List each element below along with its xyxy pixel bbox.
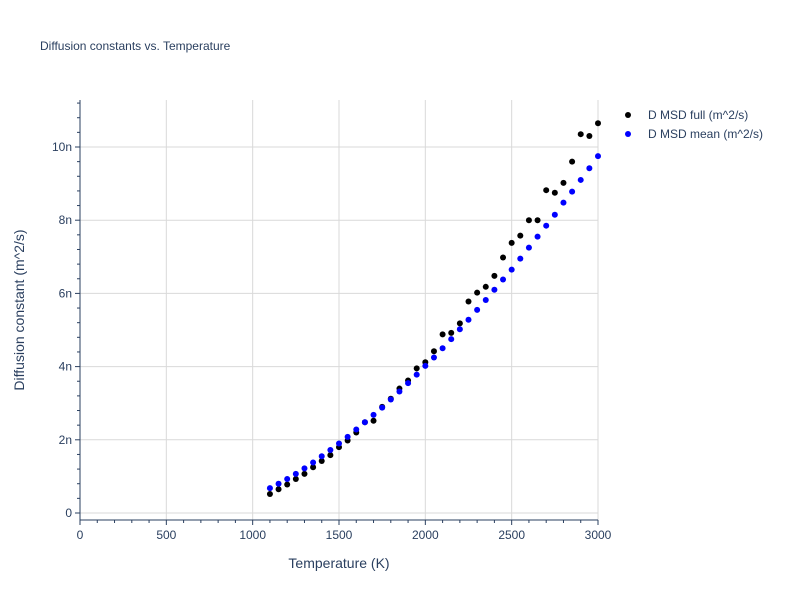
point-d-msd-full <box>525 217 532 224</box>
legend-label[interactable]: D MSD full (m^2/s) <box>648 108 748 122</box>
point-d-msd-full <box>370 417 377 424</box>
point-d-msd-mean <box>396 388 403 395</box>
y-axis-title: Diffusion constant (m^2/s) <box>11 229 27 390</box>
point-d-msd-mean <box>448 336 455 343</box>
x-tick-label: 1500 <box>326 528 353 542</box>
point-d-msd-full <box>534 217 541 224</box>
point-d-msd-mean <box>301 465 308 472</box>
point-d-msd-mean <box>465 316 472 323</box>
legend-label[interactable]: D MSD mean (m^2/s) <box>648 127 763 141</box>
point-d-msd-mean <box>336 440 342 447</box>
point-d-msd-mean <box>474 306 481 313</box>
point-d-msd-full <box>284 481 291 488</box>
point-d-msd-full <box>448 329 455 336</box>
point-d-msd-mean <box>344 433 351 440</box>
point-d-msd-mean <box>387 396 394 403</box>
point-d-msd-full <box>266 490 273 497</box>
y-tick-label: 8n <box>59 213 72 227</box>
point-d-msd-full <box>517 232 524 239</box>
y-tick-label: 4n <box>59 360 72 374</box>
y-tick-label: 2n <box>59 433 72 447</box>
point-d-msd-mean <box>482 296 489 303</box>
x-tick-label: 3000 <box>585 528 612 542</box>
point-d-msd-full <box>275 486 282 493</box>
point-d-msd-mean <box>275 480 282 487</box>
point-d-msd-mean <box>569 188 576 195</box>
point-d-msd-mean <box>284 475 291 482</box>
legend[interactable]: D MSD full (m^2/s) D MSD mean (m^2/s) <box>625 108 763 141</box>
point-d-msd-full <box>327 452 334 459</box>
x-tick-label: 1000 <box>239 528 266 542</box>
point-d-msd-mean <box>491 286 498 293</box>
point-d-msd-full <box>508 239 515 246</box>
point-d-msd-mean <box>379 404 386 411</box>
point-d-msd-mean <box>430 354 437 361</box>
point-d-msd-mean <box>439 345 446 352</box>
point-d-msd-mean <box>456 326 463 333</box>
point-d-msd-full <box>310 464 317 471</box>
data-points <box>266 120 601 497</box>
point-d-msd-mean <box>327 447 334 454</box>
x-tick-label: 2500 <box>498 528 525 542</box>
axes: 0 500 1000 1500 2000 2500 3000 0 2n 4n 6n 8n 10n <box>52 100 612 542</box>
point-d-msd-mean <box>500 276 507 283</box>
y-tick-label: 0 <box>65 506 72 520</box>
point-d-msd-full <box>491 272 498 279</box>
point-d-msd-full <box>560 179 567 186</box>
point-d-msd-mean <box>551 211 558 218</box>
point-d-msd-mean <box>517 255 524 262</box>
point-d-msd-mean <box>292 470 299 477</box>
point-d-msd-mean <box>266 485 273 492</box>
chart-title: Diffusion constants vs. Temperature <box>40 39 231 53</box>
point-d-msd-mean <box>508 266 515 273</box>
point-d-msd-full <box>586 133 593 140</box>
point-d-msd-full <box>482 283 489 290</box>
point-d-msd-mean <box>595 153 601 160</box>
point-d-msd-mean <box>543 222 550 229</box>
point-d-msd-full <box>430 348 437 355</box>
point-d-msd-mean <box>405 380 412 387</box>
point-d-msd-mean <box>577 176 584 183</box>
point-d-msd-full <box>413 365 420 372</box>
y-tick-label: 10n <box>52 140 72 154</box>
point-d-msd-full <box>474 289 481 296</box>
point-d-msd-full <box>500 254 507 261</box>
x-tick-label: 500 <box>156 528 176 542</box>
point-d-msd-full <box>465 298 472 305</box>
point-d-msd-mean <box>361 419 368 426</box>
point-d-msd-mean <box>525 244 532 251</box>
point-d-msd-mean <box>413 371 420 378</box>
point-d-msd-full <box>577 131 584 138</box>
point-d-msd-full <box>551 189 558 196</box>
y-tick-label: 6n <box>59 286 72 300</box>
point-d-msd-full <box>318 458 325 465</box>
x-axis-title: Temperature (K) <box>288 555 389 571</box>
point-d-msd-full <box>595 120 601 127</box>
legend-marker[interactable] <box>625 131 631 137</box>
point-d-msd-mean <box>318 453 325 460</box>
point-d-msd-mean <box>370 411 377 418</box>
point-d-msd-mean <box>310 459 317 466</box>
gridlines <box>80 100 599 520</box>
point-d-msd-mean <box>422 362 429 369</box>
point-d-msd-full <box>439 331 446 338</box>
point-d-msd-full <box>569 158 576 165</box>
x-tick-label: 0 <box>77 528 84 542</box>
point-d-msd-full <box>543 187 550 194</box>
legend-marker[interactable] <box>625 112 631 118</box>
point-d-msd-full <box>292 475 299 482</box>
point-d-msd-mean <box>353 426 360 433</box>
point-d-msd-full <box>456 320 463 327</box>
point-d-msd-mean <box>534 233 541 240</box>
point-d-msd-mean <box>586 165 593 172</box>
point-d-msd-full <box>301 470 308 477</box>
point-d-msd-mean <box>560 199 567 206</box>
x-tick-label: 2000 <box>412 528 439 542</box>
